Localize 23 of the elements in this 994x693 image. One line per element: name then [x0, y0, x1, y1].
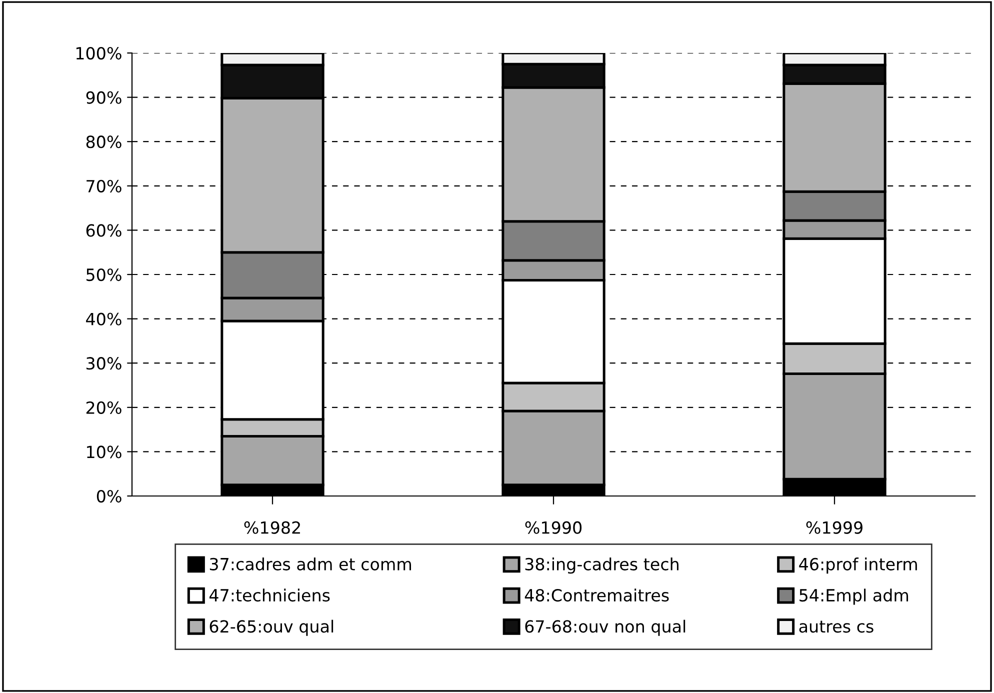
y-tick-label: 60%	[86, 224, 122, 237]
x-tick-label: %1982	[244, 521, 300, 534]
y-tick-label: 80%	[86, 136, 122, 148]
y-tick-label: 20%	[86, 401, 122, 414]
legend-label: 54:Empl adm	[800, 588, 908, 605]
legend-label: 62-65:ouv qual	[210, 620, 334, 636]
x-tick-label: %1999	[806, 521, 862, 534]
legend-label: 46:prof interm	[799, 558, 917, 574]
legend-label: 48:Contremaitres	[524, 588, 669, 602]
legend-label: 37:cadres adm et comm	[210, 558, 411, 570]
legend-label: 38:ing-cadres tech	[525, 558, 678, 574]
y-tick-label: 10%	[87, 446, 122, 458]
y-tick-label: 90%	[86, 91, 122, 104]
y-tick-label: 100%	[76, 46, 122, 60]
x-tick-label: %1990	[525, 521, 582, 534]
legend-label: 67-68:ouv non qual	[525, 620, 686, 636]
y-tick-label: 0%	[96, 490, 122, 503]
y-tick-label: 70%	[86, 180, 122, 192]
legend-label: autres cs	[799, 620, 874, 633]
y-tick-label: 50%	[86, 268, 122, 282]
y-tick-label: 40%	[86, 312, 122, 326]
legend-label: 47:techniciens	[209, 588, 330, 602]
y-tick-label: 30%	[86, 357, 122, 370]
